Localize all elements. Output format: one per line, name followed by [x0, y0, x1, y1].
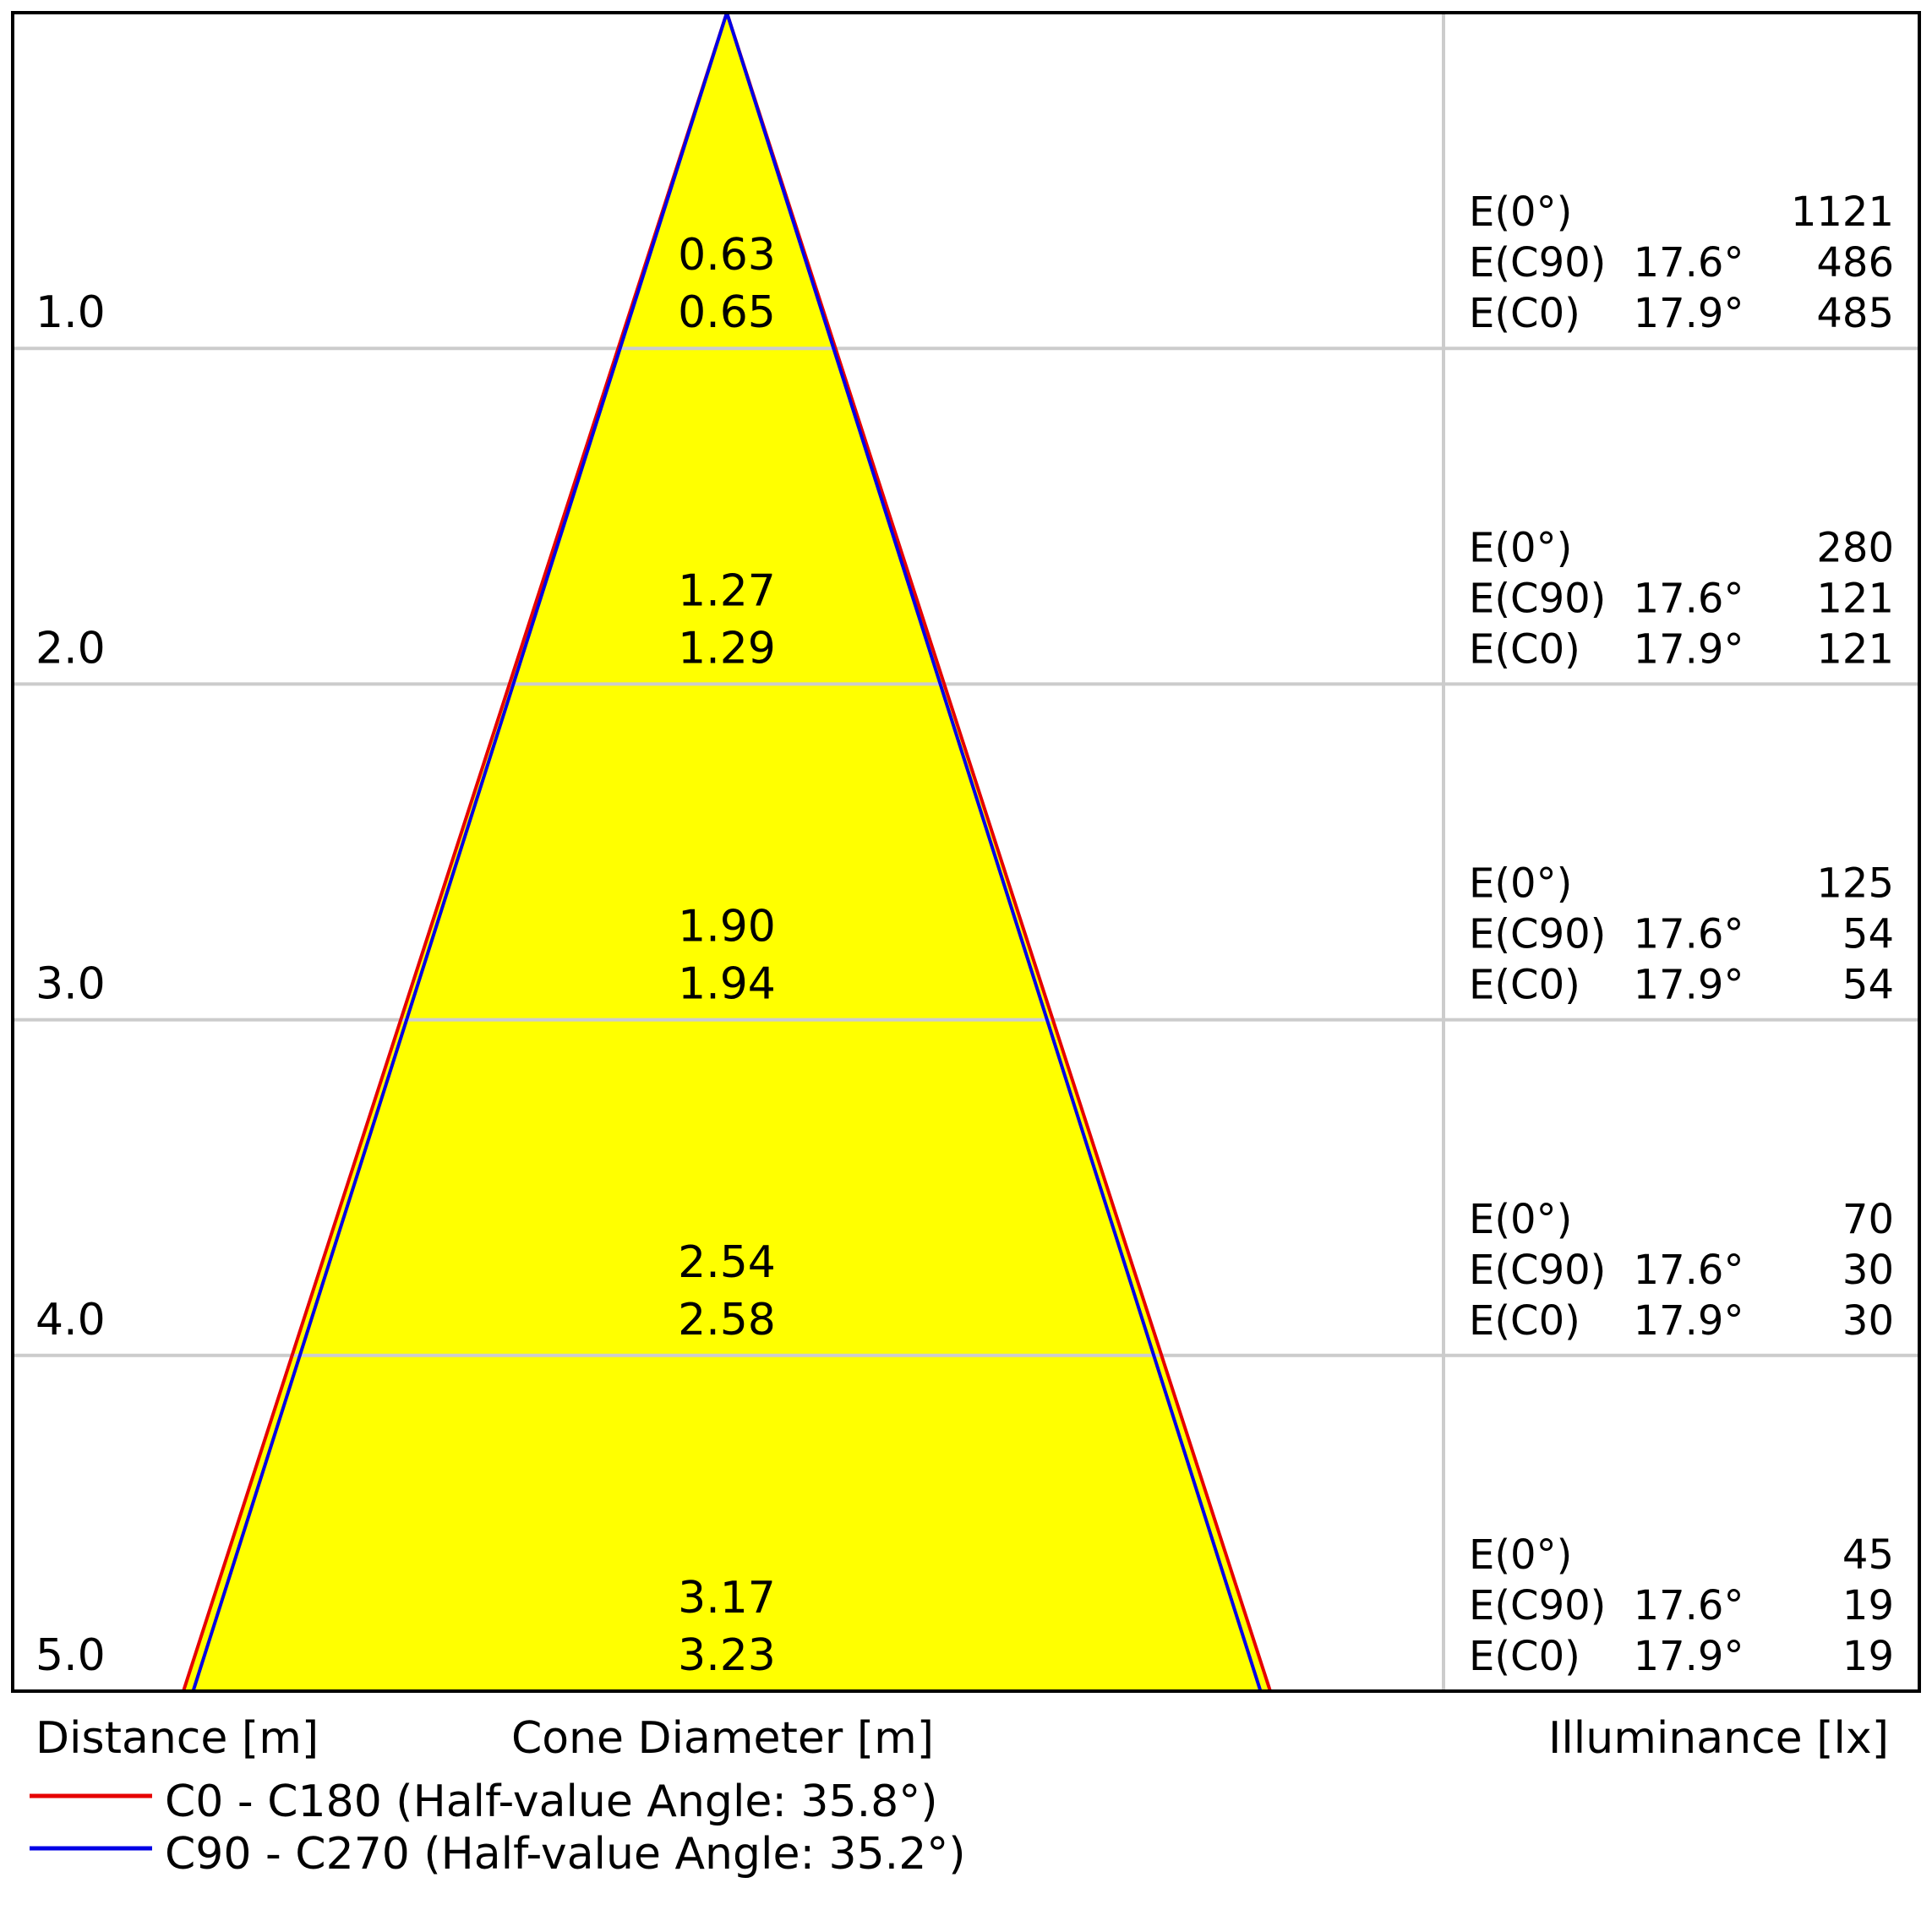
- cone-diameter-c0-label: 3.23: [678, 1630, 776, 1681]
- illuminance-ec0-value: 19: [1842, 1633, 1894, 1680]
- illuminance-ec90-value: 121: [1816, 575, 1894, 622]
- illuminance-ec90-value: 30: [1842, 1247, 1894, 1294]
- cone-diameter-c90-label: 1.27: [678, 565, 776, 616]
- illuminance-e0-label: E(0°): [1469, 524, 1572, 571]
- illuminance-e0-value: 1121: [1791, 188, 1894, 236]
- illuminance-e0-label: E(0°): [1469, 1196, 1572, 1243]
- illuminance-ec90-label: E(C90): [1469, 1247, 1606, 1294]
- legend-c0-label: C0 - C180 (Half-value Angle: 35.8°): [165, 1776, 938, 1827]
- cone-diameter-c0-label: 2.58: [678, 1295, 776, 1345]
- cone-diameter-c0-label: 1.29: [678, 623, 776, 674]
- illuminance-ec0-angle: 17.9°: [1634, 962, 1744, 1009]
- distance-tick-label: 1.0: [35, 287, 106, 338]
- illuminance-ec90-value: 19: [1842, 1582, 1894, 1629]
- illuminance-ec0-angle: 17.9°: [1634, 625, 1744, 673]
- illuminance-e0-value: 280: [1816, 524, 1894, 571]
- cone-diameter-axis-label: Cone Diameter [m]: [511, 1713, 934, 1764]
- illuminance-ec0-value: 121: [1816, 625, 1894, 673]
- c90-line-left-edge: [191, 12, 729, 1692]
- cone-diameter-c0-label: 1.94: [678, 959, 776, 1010]
- illuminance-ec0-label: E(C0): [1469, 1297, 1580, 1345]
- c90-line-right-edge: [725, 12, 1263, 1692]
- distance-axis-label: Distance [m]: [35, 1713, 319, 1764]
- illuminance-ec90-value: 54: [1842, 911, 1894, 958]
- illuminance-ec0-label: E(C0): [1469, 962, 1580, 1009]
- illuminance-ec0-label: E(C0): [1469, 1633, 1580, 1680]
- cone-diameter-c90-label: 0.63: [678, 230, 776, 281]
- illuminance-ec90-value: 486: [1816, 239, 1894, 287]
- illuminance-ec90-angle: 17.6°: [1634, 239, 1744, 287]
- illuminance-ec0-value: 54: [1842, 962, 1894, 1009]
- illuminance-ec90-label: E(C90): [1469, 911, 1606, 958]
- cone-diameter-c90-label: 1.90: [678, 902, 776, 952]
- illuminance-ec0-label: E(C0): [1469, 625, 1580, 673]
- illuminance-ec0-angle: 17.9°: [1634, 290, 1744, 337]
- illuminance-ec0-label: E(C0): [1469, 290, 1580, 337]
- distance-tick-label: 2.0: [35, 623, 106, 674]
- illuminance-ec0-angle: 17.9°: [1634, 1633, 1744, 1680]
- illuminance-ec90-label: E(C90): [1469, 239, 1606, 287]
- illuminance-ec90-angle: 17.6°: [1634, 911, 1744, 958]
- legend-c90-label: C90 - C270 (Half-value Angle: 35.2°): [165, 1829, 966, 1880]
- illuminance-ec90-angle: 17.6°: [1634, 575, 1744, 622]
- illuminance-ec0-value: 30: [1842, 1297, 1894, 1345]
- illuminance-ec0-angle: 17.9°: [1634, 1297, 1744, 1345]
- cone-diameter-c90-label: 2.54: [678, 1237, 776, 1288]
- illuminance-ec90-label: E(C90): [1469, 1582, 1606, 1629]
- cone-diameter-c0-label: 0.65: [678, 287, 776, 338]
- illuminance-e0-value: 70: [1842, 1196, 1894, 1243]
- illuminance-e0-value: 45: [1842, 1531, 1894, 1579]
- illuminance-e0-label: E(0°): [1469, 188, 1572, 236]
- distance-tick-label: 5.0: [35, 1630, 106, 1681]
- illuminance-e0-label: E(0°): [1469, 860, 1572, 908]
- illuminance-e0-value: 125: [1816, 860, 1894, 908]
- illuminance-axis-label: Illuminance [lx]: [1548, 1713, 1889, 1764]
- illuminance-ec0-value: 485: [1816, 290, 1894, 337]
- cone-diameter-c90-label: 3.17: [678, 1573, 776, 1624]
- illuminance-e0-label: E(0°): [1469, 1531, 1572, 1579]
- illuminance-ec90-angle: 17.6°: [1634, 1582, 1744, 1629]
- illuminance-ec90-label: E(C90): [1469, 575, 1606, 622]
- illuminance-ec90-angle: 17.6°: [1634, 1247, 1744, 1294]
- cone-fill: [183, 13, 1270, 1691]
- distance-tick-label: 3.0: [35, 959, 106, 1010]
- plot-frame: [11, 11, 1921, 1693]
- distance-tick-label: 4.0: [35, 1295, 106, 1345]
